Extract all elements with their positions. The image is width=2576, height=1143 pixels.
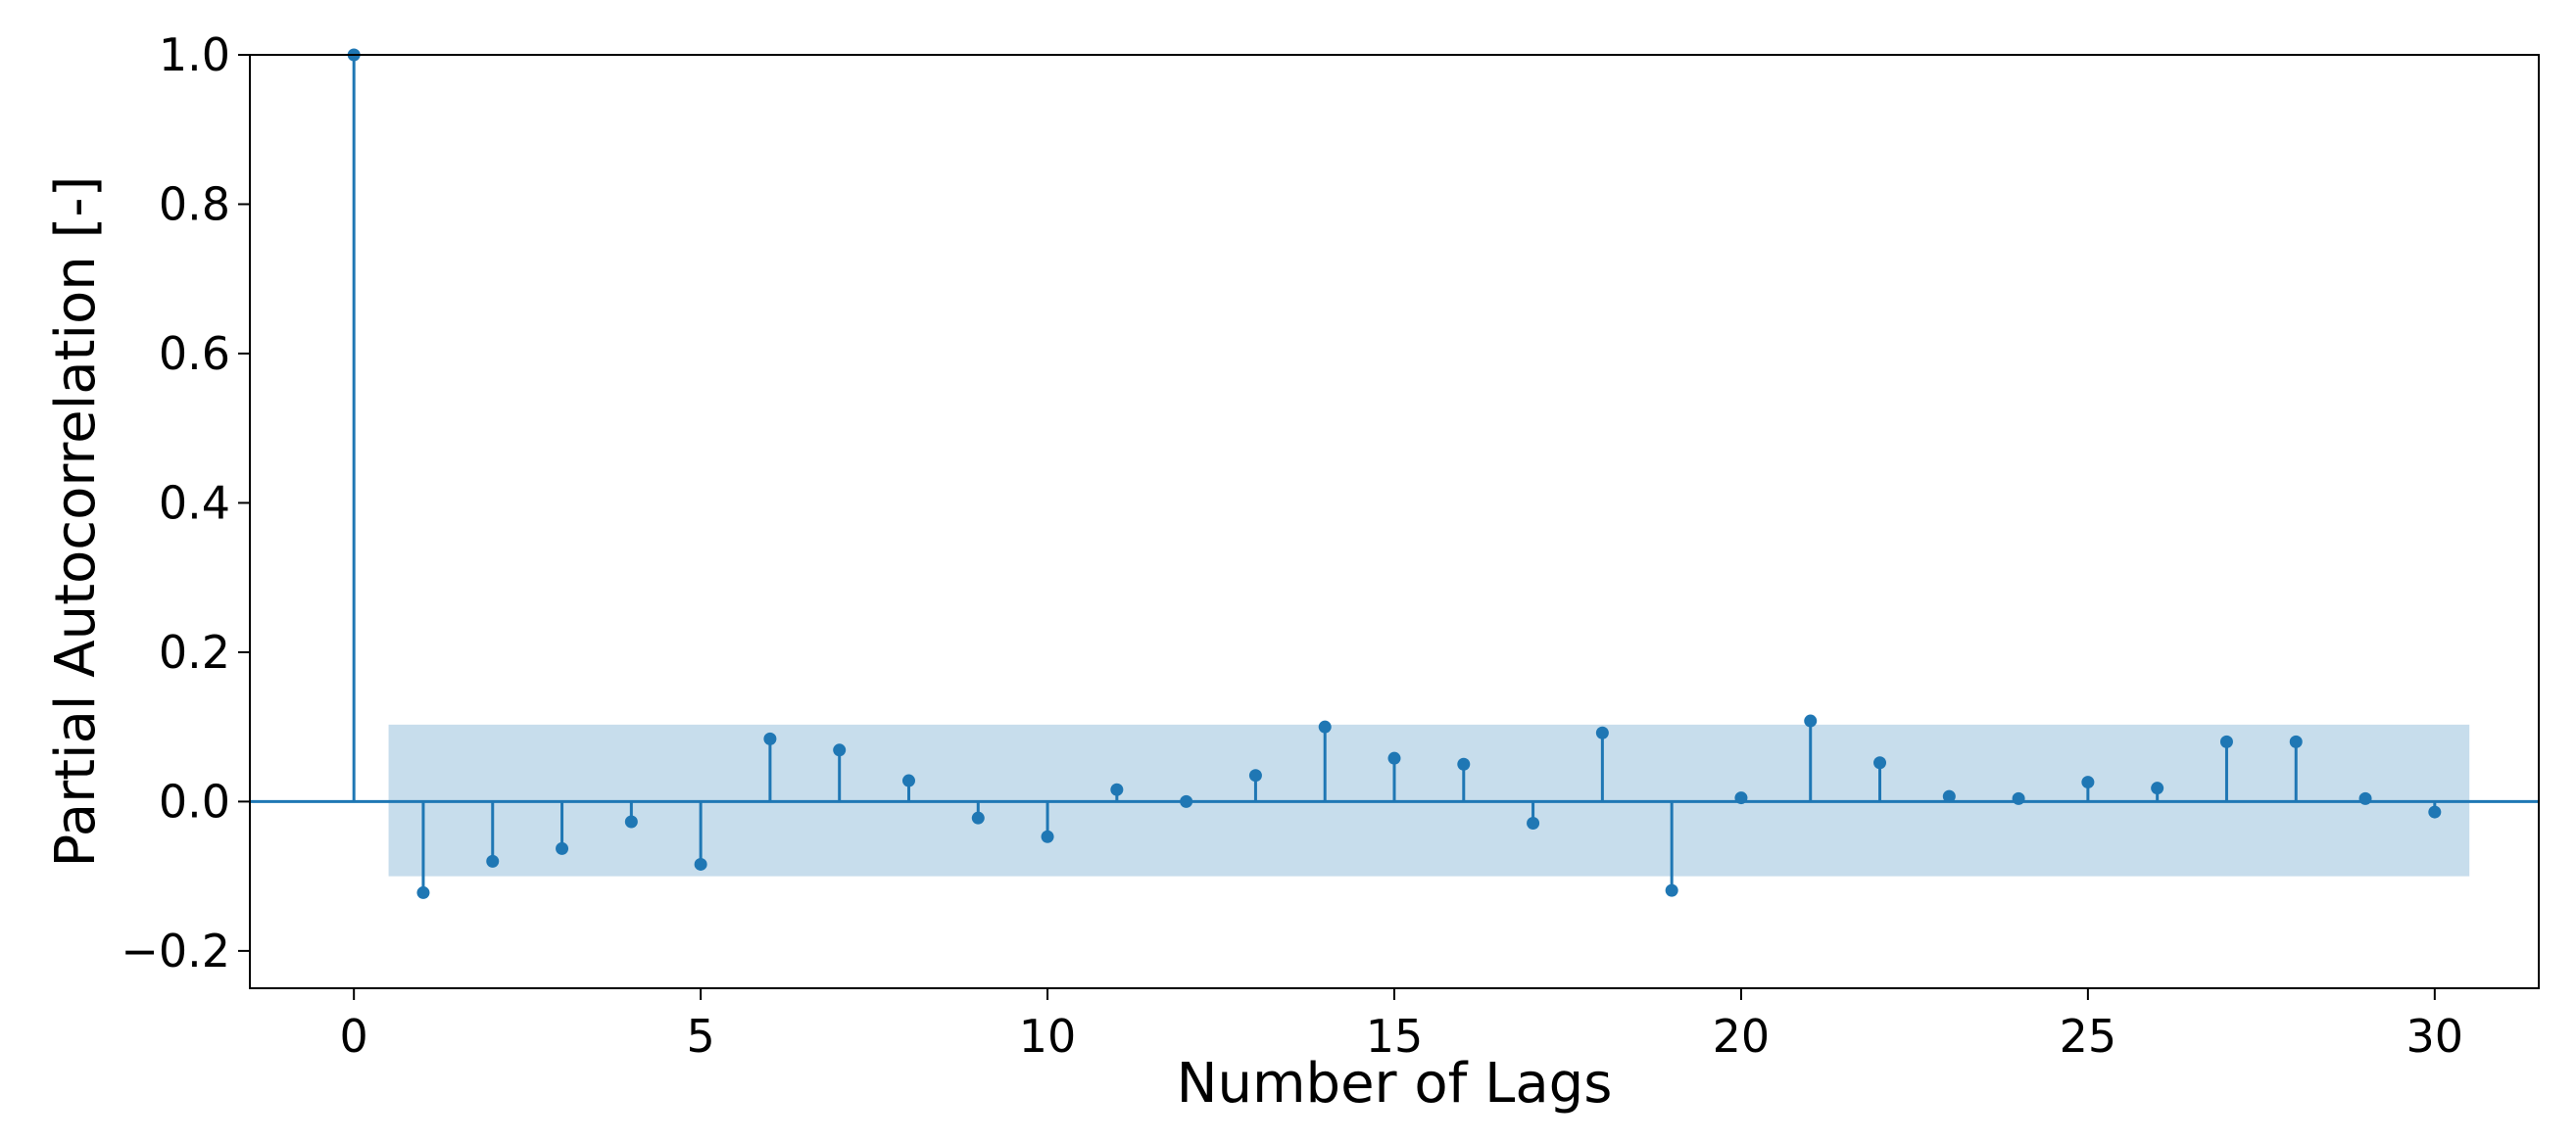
y-tick-label: −0.2 xyxy=(121,925,230,977)
marker-lag-10 xyxy=(1041,830,1054,843)
marker-lag-7 xyxy=(833,743,847,757)
marker-lag-19 xyxy=(1665,883,1678,897)
marker-lag-25 xyxy=(2081,776,2095,789)
marker-lag-14 xyxy=(1318,720,1332,734)
marker-lag-12 xyxy=(1180,794,1193,808)
marker-lag-26 xyxy=(2151,782,2164,795)
marker-lag-4 xyxy=(624,815,638,829)
marker-lag-27 xyxy=(2219,735,2233,748)
marker-lag-5 xyxy=(694,857,707,871)
marker-lag-15 xyxy=(1387,751,1401,765)
marker-lag-24 xyxy=(2012,791,2025,805)
marker-lag-3 xyxy=(556,841,569,855)
marker-lag-1 xyxy=(416,885,430,899)
marker-lag-6 xyxy=(763,732,777,745)
marker-lag-17 xyxy=(1527,817,1540,831)
markers xyxy=(347,48,2442,899)
x-axis-ticks: 0 5 10 15 20 25 30 xyxy=(340,988,2464,1063)
marker-lag-28 xyxy=(2289,735,2303,748)
x-tick-label: 20 xyxy=(1713,1010,1771,1063)
marker-lag-20 xyxy=(1734,791,1748,805)
x-tick-label: 10 xyxy=(1019,1010,1077,1063)
y-tick-label: 1.0 xyxy=(159,28,230,81)
marker-lag-18 xyxy=(1595,726,1609,739)
y-tick-label: 0.2 xyxy=(159,626,230,679)
marker-lag-30 xyxy=(2428,805,2442,819)
marker-lag-23 xyxy=(1942,789,1956,803)
marker-lag-21 xyxy=(1804,714,1818,728)
y-axis-label: Partial Autocorrelation [-] xyxy=(44,176,108,868)
y-axis-ticks: −0.2 0.0 0.2 0.4 0.6 0.8 1.0 xyxy=(121,28,250,977)
y-tick-label: 0.8 xyxy=(159,177,230,230)
marker-lag-11 xyxy=(1110,783,1124,796)
marker-lag-16 xyxy=(1457,757,1471,771)
marker-lag-2 xyxy=(486,854,500,868)
x-tick-label: 30 xyxy=(2406,1010,2464,1063)
marker-lag-29 xyxy=(2358,791,2372,805)
marker-lag-22 xyxy=(1873,756,1887,770)
x-tick-label: 25 xyxy=(2060,1010,2117,1063)
y-tick-label: 0.4 xyxy=(159,476,230,529)
y-tick-label: 0.6 xyxy=(159,327,230,380)
y-tick-label: 0.0 xyxy=(159,775,230,828)
stems xyxy=(352,55,2437,893)
x-tick-label: 0 xyxy=(340,1010,368,1063)
marker-lag-8 xyxy=(901,774,915,787)
marker-lag-13 xyxy=(1248,769,1262,783)
marker-lag-9 xyxy=(971,811,985,825)
x-axis-label: Number of Lags xyxy=(1177,1052,1613,1116)
x-tick-label: 5 xyxy=(686,1010,714,1063)
x-tick-label: 15 xyxy=(1366,1010,1424,1063)
